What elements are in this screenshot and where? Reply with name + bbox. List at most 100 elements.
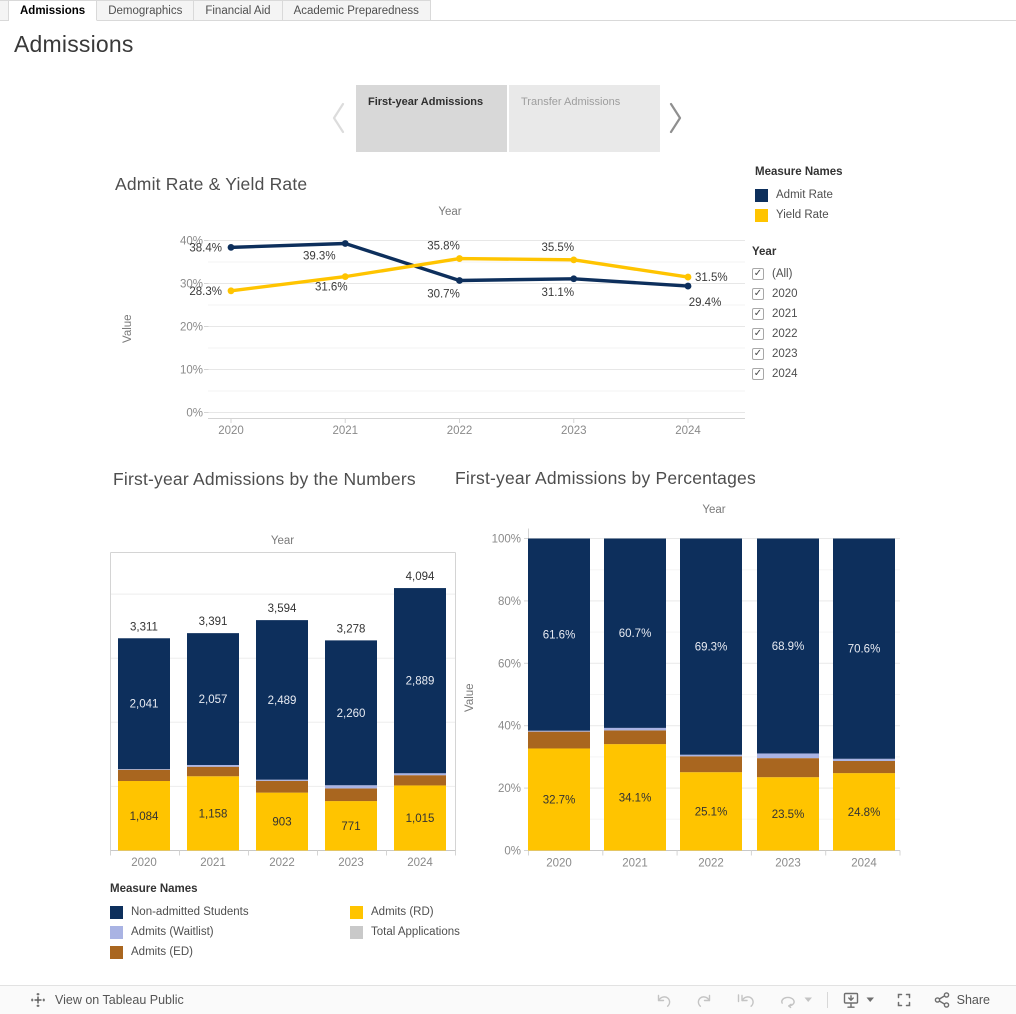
toolbar-actions: Share bbox=[654, 991, 990, 1009]
svg-text:2021: 2021 bbox=[200, 857, 226, 869]
tab-admissions[interactable]: Admissions bbox=[9, 0, 98, 21]
admissions-percentages-bar-chart[interactable]: 0% 20% 40% 60% 80% 100% 32.7% 61.6% 2020 34.1% 60.… bbox=[455, 518, 915, 883]
legend-item[interactable]: Admit Rate bbox=[755, 185, 843, 205]
legend-item[interactable]: Admits (RD) bbox=[350, 902, 460, 922]
replay-dropdown-caret-icon[interactable] bbox=[804, 997, 813, 1003]
redo-icon[interactable] bbox=[695, 992, 714, 1009]
year-filter-option-label: 2021 bbox=[772, 308, 798, 320]
svg-text:29.4%: 29.4% bbox=[689, 297, 722, 309]
rate-legend: Measure Names Admit Rate Yield Rate bbox=[755, 166, 843, 225]
download-icon[interactable] bbox=[842, 991, 861, 1009]
undo-icon[interactable] bbox=[654, 992, 673, 1009]
carousel-next-icon[interactable] bbox=[666, 101, 684, 135]
svg-text:2020: 2020 bbox=[218, 425, 244, 437]
year-filter-option-label: 2022 bbox=[772, 328, 798, 340]
svg-text:40%: 40% bbox=[498, 721, 521, 733]
svg-text:31.6%: 31.6% bbox=[315, 282, 348, 294]
svg-text:61.6%: 61.6% bbox=[543, 630, 576, 642]
svg-text:38.4%: 38.4% bbox=[189, 242, 222, 254]
svg-text:4,094: 4,094 bbox=[406, 571, 435, 583]
svg-text:2023: 2023 bbox=[338, 857, 364, 869]
svg-text:35.5%: 35.5% bbox=[541, 242, 574, 254]
svg-text:2,057: 2,057 bbox=[199, 694, 228, 706]
admit-yield-line-chart[interactable]: 0% 10% 20% 30% 40% 2020 2021 2022 2023 2024 38.4% 3… bbox=[115, 205, 760, 455]
svg-text:68.9%: 68.9% bbox=[772, 641, 805, 653]
rate-legend-title: Measure Names bbox=[755, 166, 843, 178]
svg-text:69.3%: 69.3% bbox=[695, 642, 728, 654]
sheet-tab-bar: Admissions Demographics Financial Aid Acade… bbox=[0, 0, 1016, 21]
carousel-button-label: Transfer Admissions bbox=[521, 96, 621, 108]
svg-text:70.6%: 70.6% bbox=[848, 644, 881, 656]
svg-text:1,084: 1,084 bbox=[130, 811, 159, 823]
legend-label: Yield Rate bbox=[776, 209, 829, 221]
legend-swatch-icon bbox=[350, 925, 363, 939]
legend-label: Admits (Waitlist) bbox=[131, 926, 214, 938]
carousel-button-first-year[interactable]: First-year Admissions bbox=[356, 85, 507, 152]
svg-text:1,015: 1,015 bbox=[406, 813, 435, 825]
svg-text:2020: 2020 bbox=[131, 857, 157, 869]
svg-text:23.5%: 23.5% bbox=[772, 809, 805, 821]
view-on-tableau-public-link[interactable]: View on Tableau Public bbox=[30, 992, 184, 1008]
line-chart-title: Admit Rate & Yield Rate bbox=[115, 174, 308, 194]
download-dropdown-caret-icon[interactable] bbox=[866, 997, 875, 1003]
svg-text:2,041: 2,041 bbox=[130, 699, 159, 711]
legend-swatch-icon bbox=[110, 945, 123, 959]
svg-text:2021: 2021 bbox=[332, 425, 358, 437]
legend-swatch-icon bbox=[110, 905, 123, 919]
year-filter-option-all[interactable]: ✓ (All) bbox=[752, 264, 798, 284]
svg-text:28.3%: 28.3% bbox=[189, 286, 222, 298]
year-filter-option-label: 2024 bbox=[772, 368, 798, 380]
tab-demographics[interactable]: Demographics bbox=[97, 0, 195, 20]
svg-text:2020: 2020 bbox=[546, 858, 572, 870]
share-button-label[interactable]: Share bbox=[956, 993, 990, 1007]
checkbox-icon[interactable]: ✓ bbox=[752, 328, 764, 340]
svg-text:30%: 30% bbox=[180, 279, 203, 291]
numbers-chart-title: First-year Admissions by the Numbers bbox=[113, 469, 416, 489]
svg-text:20%: 20% bbox=[180, 322, 203, 334]
checkbox-icon[interactable]: ✓ bbox=[752, 308, 764, 320]
year-filter-title: Year bbox=[752, 246, 777, 258]
year-filter-option-label: 2020 bbox=[772, 288, 798, 300]
legend-item[interactable]: Total Applications bbox=[350, 922, 460, 942]
carousel-button-transfer[interactable]: Transfer Admissions bbox=[509, 85, 660, 152]
year-filter-option-2022[interactable]: ✓ 2022 bbox=[752, 324, 798, 344]
svg-text:2,260: 2,260 bbox=[337, 708, 366, 720]
svg-text:80%: 80% bbox=[498, 596, 521, 608]
legend-item[interactable]: Non-admitted Students bbox=[110, 902, 350, 922]
legend-item[interactable]: Admits (Waitlist) bbox=[110, 922, 350, 942]
svg-text:32.7%: 32.7% bbox=[543, 794, 576, 806]
year-filter-option-2020[interactable]: ✓ 2020 bbox=[752, 284, 798, 304]
svg-text:3,391: 3,391 bbox=[199, 616, 228, 628]
checkbox-icon[interactable]: ✓ bbox=[752, 268, 764, 280]
svg-text:2021: 2021 bbox=[622, 858, 648, 870]
reset-icon[interactable] bbox=[736, 992, 756, 1009]
checkbox-icon[interactable]: ✓ bbox=[752, 348, 764, 360]
svg-text:31.5%: 31.5% bbox=[695, 272, 728, 284]
legend-item[interactable]: Yield Rate bbox=[755, 205, 843, 225]
svg-text:771: 771 bbox=[341, 821, 360, 833]
year-filter-option-2021[interactable]: ✓ 2021 bbox=[752, 304, 798, 324]
page-title: Admissions bbox=[14, 31, 134, 57]
share-icon[interactable] bbox=[933, 991, 951, 1009]
year-filter-option-2024[interactable]: ✓ 2024 bbox=[752, 364, 798, 384]
legend-swatch-icon bbox=[755, 188, 768, 202]
legend-label: Admit Rate bbox=[776, 189, 833, 201]
checkbox-icon[interactable]: ✓ bbox=[752, 288, 764, 300]
year-filter-option-label: (All) bbox=[772, 268, 793, 280]
year-filter-option-2023[interactable]: ✓ 2023 bbox=[752, 344, 798, 364]
svg-text:2024: 2024 bbox=[851, 858, 877, 870]
checkbox-icon[interactable]: ✓ bbox=[752, 368, 764, 380]
svg-text:100%: 100% bbox=[492, 534, 521, 546]
replay-icon[interactable] bbox=[778, 992, 798, 1009]
svg-text:40%: 40% bbox=[180, 236, 203, 248]
view-on-tableau-public-label: View on Tableau Public bbox=[55, 993, 184, 1007]
admissions-numbers-bar-chart[interactable]: 1,084 2,041 3,311 2020 1,158 2,057 3,391 2021 90… bbox=[95, 545, 465, 880]
tab-academic-preparedness[interactable]: Academic Preparedness bbox=[282, 0, 431, 20]
toolbar-divider bbox=[826, 992, 828, 1008]
svg-text:2023: 2023 bbox=[561, 425, 587, 437]
legend-item[interactable]: Admits (ED) bbox=[110, 942, 350, 962]
carousel-prev-icon[interactable] bbox=[330, 101, 348, 135]
svg-text:2022: 2022 bbox=[269, 857, 295, 869]
tab-financial-aid[interactable]: Financial Aid bbox=[194, 0, 283, 20]
fullscreen-icon[interactable] bbox=[895, 991, 913, 1009]
